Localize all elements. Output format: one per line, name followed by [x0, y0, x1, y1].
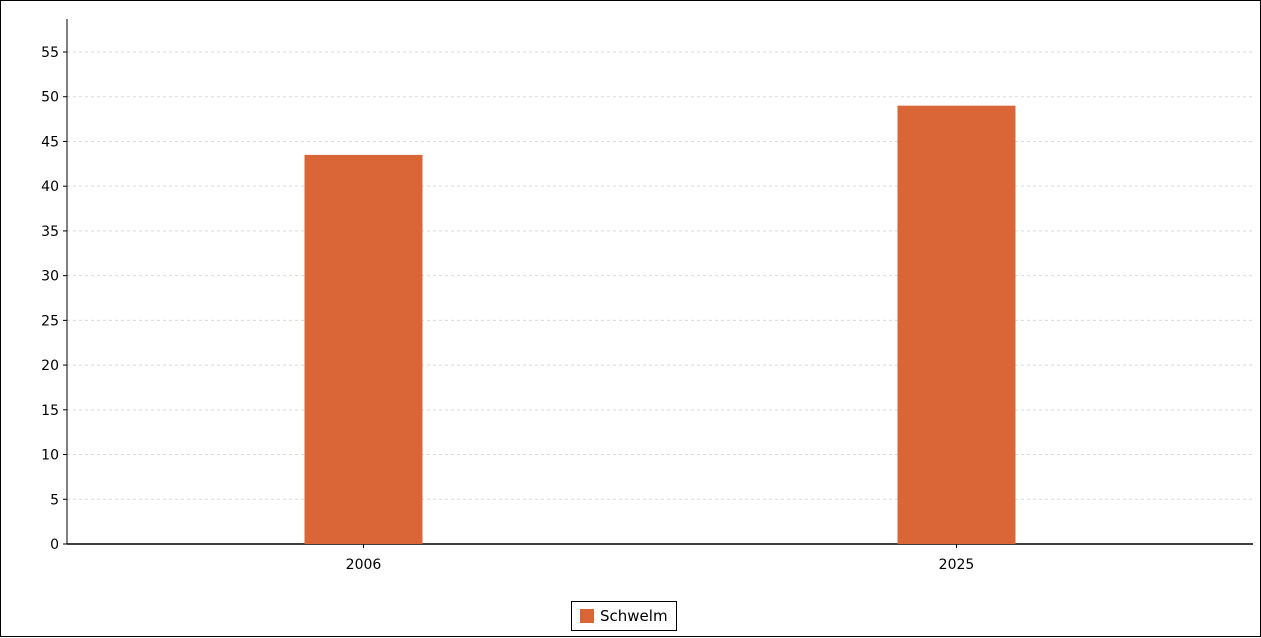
y-tick-label: 40	[41, 179, 59, 195]
y-tick-label: 35	[41, 224, 59, 240]
y-tick-label: 25	[41, 313, 59, 329]
x-tick-label-2025: 2025	[939, 557, 975, 573]
y-tick-label: 0	[50, 537, 59, 553]
y-tick-label: 5	[50, 492, 59, 508]
legend: Schwelm	[571, 601, 677, 631]
y-tick-label: 50	[41, 90, 59, 106]
legend-label-schwelm: Schwelm	[600, 607, 668, 625]
y-tick-label: 30	[41, 269, 59, 285]
y-tick-label: 10	[41, 448, 59, 464]
bar-2006	[304, 154, 423, 544]
bar-2025	[897, 105, 1016, 544]
y-tick-label: 55	[41, 45, 59, 61]
x-tick-label-2006: 2006	[346, 557, 382, 573]
y-tick-label: 20	[41, 358, 59, 374]
y-tick-label: 15	[41, 403, 59, 419]
legend-swatch-schwelm	[580, 609, 594, 623]
y-tick-label: 45	[41, 134, 59, 150]
